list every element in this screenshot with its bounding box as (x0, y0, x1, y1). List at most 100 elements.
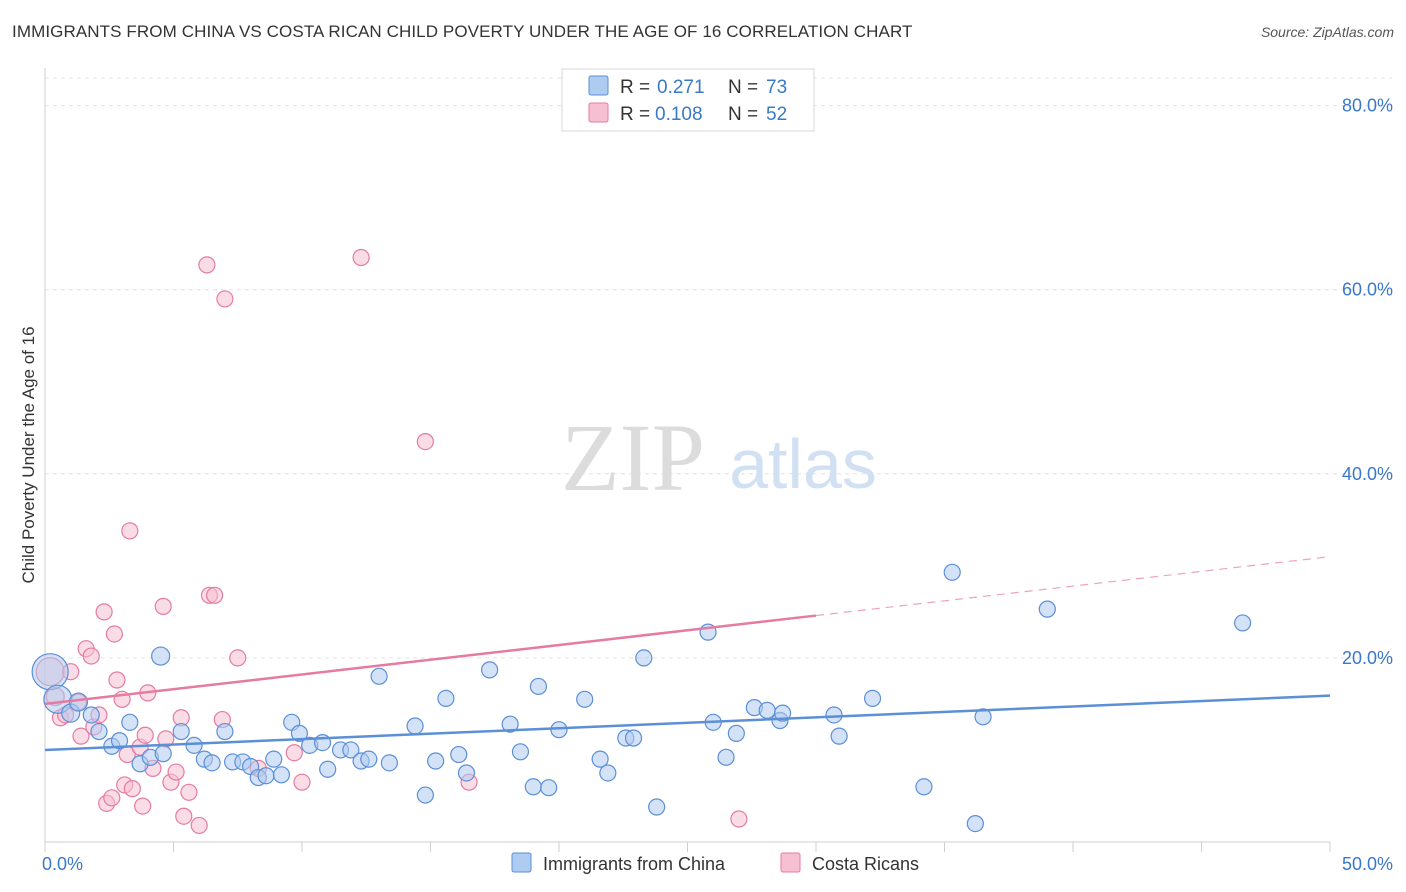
x-tick-label: 50.0% (1342, 854, 1393, 874)
china-point (185, 736, 203, 754)
china-point (68, 692, 89, 712)
china-point (501, 715, 519, 733)
costa-rican-point (293, 773, 311, 791)
y-axis-label: Child Poverty Under the Age of 16 (19, 326, 38, 583)
legend-swatch-china (511, 852, 532, 873)
y-tick-label: 80.0% (1342, 96, 1393, 116)
china-point (457, 764, 476, 782)
watermark-zip: ZIP (561, 404, 705, 511)
trend-lines (44, 556, 1331, 752)
stats-legend-n-value-china: 73 (766, 77, 787, 98)
series-legend: Immigrants from China Costa Ricans (511, 852, 919, 874)
watermark: ZIP atlas (561, 404, 877, 511)
china-point (31, 653, 69, 691)
legend-swatch-costa-rican (780, 852, 801, 873)
china-point (591, 750, 609, 768)
legend-label-costa-rican: Costa Ricans (812, 854, 919, 874)
china-point (216, 722, 234, 741)
china-point (943, 563, 961, 581)
stats-legend-r-label-china: R = (620, 77, 650, 98)
trend-line-costa-rican-extension (815, 556, 1331, 617)
y-tick-label: 40.0% (1342, 464, 1393, 484)
china-point (599, 764, 617, 782)
china-point (825, 706, 843, 724)
costa-rican-point (167, 763, 185, 781)
costa-rican-point (105, 625, 123, 643)
y-tick-label: 20.0% (1342, 648, 1393, 668)
chart-title: IMMIGRANTS FROM CHINA VS COSTA RICAN CHI… (12, 22, 913, 41)
china-point (450, 745, 468, 764)
y-tick-label: 60.0% (1342, 280, 1393, 300)
costa-rican-point (285, 744, 303, 762)
china-point (974, 708, 992, 726)
costa-rican-point (216, 290, 234, 308)
china-point (342, 741, 360, 759)
china-point (635, 649, 653, 667)
china-point (257, 767, 275, 785)
trend-line-china (44, 694, 1331, 752)
stats-legend-r-value-china: 0.271 (657, 77, 705, 98)
china-point (265, 750, 283, 768)
china-point (540, 779, 558, 797)
watermark-atlas: atlas (729, 425, 877, 503)
stats-legend-r-label-costa-rican: R = (620, 104, 650, 125)
china-point (290, 724, 309, 742)
china-point (830, 727, 848, 745)
costa-rican-point (154, 597, 172, 615)
source-label: Source: ZipAtlas.com (1260, 24, 1394, 40)
china-point (1038, 600, 1056, 618)
costa-rican-point (136, 726, 154, 744)
stats-legend-n-value-costa-rican: 52 (766, 104, 787, 125)
china-point (360, 750, 378, 768)
stats-legend-swatch-china (588, 75, 609, 96)
legend-label-china: Immigrants from China (543, 854, 726, 874)
china-point (416, 786, 434, 804)
china-point (90, 722, 108, 741)
china-point (727, 724, 745, 742)
stats-legend-n-label-china: N = (728, 77, 758, 98)
china-point (717, 748, 735, 766)
costa-rican-point (123, 780, 141, 798)
stats-legend-r-value-costa-rican: 0.108 (655, 104, 703, 125)
china-point (773, 704, 792, 722)
china-point (203, 754, 221, 772)
china-point (966, 814, 984, 833)
costa-rican-point (229, 649, 247, 667)
costa-rican-point (82, 647, 100, 665)
axes (44, 68, 1331, 852)
china-point (863, 689, 882, 708)
china-points (31, 563, 1252, 833)
china-point (151, 646, 171, 666)
costa-rican-point (180, 783, 198, 801)
china-point (110, 732, 129, 750)
costa-rican-point (416, 432, 434, 451)
china-point (648, 798, 666, 816)
costa-rican-point (175, 807, 193, 825)
trend-line-costa-rican (44, 614, 817, 706)
china-point (529, 677, 548, 696)
gridlines (45, 77, 1392, 659)
costa-rican-point (103, 789, 121, 807)
china-point (172, 722, 190, 741)
china-point (319, 760, 337, 778)
costa-rican-point (134, 797, 152, 815)
costa-rican-point (72, 727, 90, 745)
china-point (82, 706, 100, 724)
costa-rican-point (108, 671, 126, 689)
china-point (915, 778, 933, 796)
china-point (370, 667, 388, 685)
costa-rican-point (95, 603, 113, 621)
tick-labels: 20.0% 40.0% 60.0% 80.0% 0.0% 50.0% (42, 96, 1393, 874)
x-tick-label: 0.0% (42, 854, 83, 874)
stats-legend-n-label-costa-rican: N = (728, 104, 758, 125)
china-point (1234, 614, 1252, 632)
costa-rican-point (730, 810, 748, 828)
china-point (524, 778, 542, 796)
china-point (406, 717, 424, 735)
china-point (437, 689, 455, 708)
costa-rican-point (121, 522, 139, 540)
stats-legend-swatch-costa-rican (588, 102, 609, 123)
stats-legend: R = 0.271 N = 73 R = 0.108 N = 52 (561, 68, 815, 132)
china-point (427, 752, 445, 770)
